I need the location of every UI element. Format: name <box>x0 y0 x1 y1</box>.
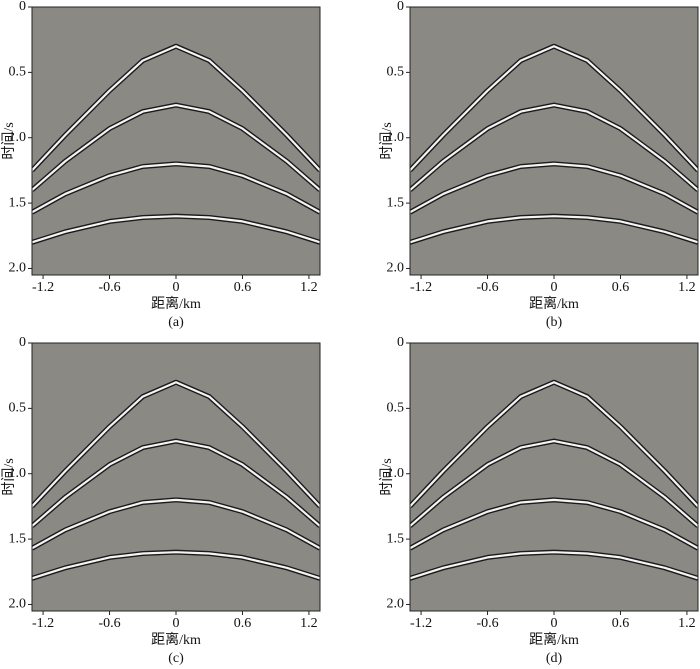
y-axis-label: 时间/s <box>1 458 17 495</box>
y-tick-label: 1.0 <box>9 130 27 145</box>
y-tick-label: 1.0 <box>387 466 405 481</box>
panel-caption: (c) <box>168 651 184 666</box>
reflection-event <box>32 162 320 214</box>
y-tick-label: 1.5 <box>387 195 405 210</box>
y-tick-label: 2.0 <box>9 261 27 276</box>
x-tick-label: 0.6 <box>612 616 630 631</box>
reflection-event <box>32 45 320 172</box>
reflection-event <box>410 551 698 580</box>
y-tick-label: 1.5 <box>387 531 405 546</box>
panel: -1.2 -0.6 0 0.6 1.2 0 0.5 1.0 1.5 2.0 距离/km 时间/s (d) <box>379 335 699 666</box>
x-tick-label: -1.2 <box>410 280 432 295</box>
x-tick-label: 0 <box>551 616 558 631</box>
x-tick-label: -1.2 <box>32 616 54 631</box>
reflection-event <box>410 439 698 527</box>
x-tick-label: 0 <box>551 280 558 295</box>
panel-caption: (d) <box>546 651 563 666</box>
x-tick-label: 1.2 <box>678 616 696 631</box>
y-tick-label: 0.5 <box>9 65 27 80</box>
plot-area <box>32 379 320 581</box>
x-axis-label: 距离/km <box>529 631 579 648</box>
y-tick-label: 0.5 <box>9 401 27 416</box>
x-axis-label: 距离/km <box>151 631 201 648</box>
panel-caption: (a) <box>168 315 184 330</box>
x-tick-label: 1.2 <box>300 280 318 295</box>
x-tick-label: 0.6 <box>234 616 252 631</box>
y-tick-label: 1.0 <box>387 130 405 145</box>
reflection-event <box>32 215 320 244</box>
reflection-event <box>32 439 320 527</box>
reflection-event <box>32 498 320 550</box>
x-tick-label: 0.6 <box>234 280 252 295</box>
y-tick-label: 0 <box>397 0 404 14</box>
plot-area <box>410 43 698 245</box>
x-tick-label: 0.6 <box>612 280 630 295</box>
x-tick-label: -0.6 <box>476 616 498 631</box>
y-tick-label: 1.0 <box>9 466 27 481</box>
x-tick-label: 1.2 <box>300 616 318 631</box>
panel: -1.2 -0.6 0 0.6 1.2 0 0.5 1.0 1.5 2.0 距离/km 时间/s (a) <box>1 0 321 330</box>
reflection-event <box>410 215 698 244</box>
x-tick-label: -0.6 <box>98 280 120 295</box>
y-tick-label: 0.5 <box>387 401 405 416</box>
y-axis-label: 时间/s <box>1 122 17 159</box>
reflection-event <box>410 103 698 191</box>
reflection-event <box>410 381 698 508</box>
y-tick-label: 2.0 <box>9 597 27 612</box>
x-tick-label: -1.2 <box>410 616 432 631</box>
y-tick-label: 1.5 <box>9 531 27 546</box>
y-axis-label: 时间/s <box>379 122 395 159</box>
panel: -1.2 -0.6 0 0.6 1.2 0 0.5 1.0 1.5 2.0 距离/km 时间/s (b) <box>379 0 699 330</box>
reflection-event <box>32 381 320 508</box>
y-tick-label: 0 <box>19 335 26 350</box>
reflection-event <box>32 551 320 580</box>
reflection-event <box>410 498 698 550</box>
x-tick-label: -0.6 <box>476 280 498 295</box>
x-tick-label: 1.2 <box>678 280 696 295</box>
x-tick-label: -0.6 <box>98 616 120 631</box>
x-tick-label: -1.2 <box>32 280 54 295</box>
panel-caption: (b) <box>546 315 563 330</box>
plot-area <box>410 379 698 581</box>
plot-area <box>32 43 320 245</box>
panel: -1.2 -0.6 0 0.6 1.2 0 0.5 1.0 1.5 2.0 距离/km 时间/s (c) <box>1 335 321 666</box>
y-tick-label: 2.0 <box>387 597 405 612</box>
x-tick-label: 0 <box>173 280 180 295</box>
x-tick-label: 0 <box>173 616 180 631</box>
y-tick-label: 2.0 <box>387 261 405 276</box>
y-tick-label: 1.5 <box>9 195 27 210</box>
x-axis-label: 距离/km <box>529 295 579 312</box>
y-tick-label: 0 <box>19 0 26 14</box>
y-tick-label: 0 <box>397 335 404 350</box>
y-axis-label: 时间/s <box>379 458 395 495</box>
x-axis-label: 距离/km <box>151 295 201 312</box>
y-tick-label: 0.5 <box>387 65 405 80</box>
reflection-event <box>32 103 320 191</box>
reflection-event <box>410 162 698 214</box>
reflection-event <box>410 45 698 172</box>
